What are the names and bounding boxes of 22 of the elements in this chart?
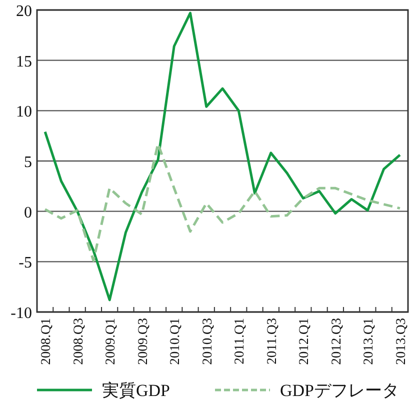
x-tick-label: 2011.Q1 <box>232 318 247 364</box>
y-tick-label: 15 <box>16 53 32 70</box>
y-tick-label: -10 <box>10 305 32 322</box>
legend-label: GDPデフレータ <box>280 381 400 400</box>
x-tick-label: 2013.Q1 <box>360 318 376 365</box>
y-tick-label: 5 <box>24 154 32 171</box>
y-tick-label: 20 <box>16 3 32 20</box>
x-tick-label: 2012.Q1 <box>296 318 312 365</box>
y-tick-label: 0 <box>24 204 32 222</box>
x-tick-label: 2013.Q3 <box>392 318 408 365</box>
x-tick-label: 2008.Q1 <box>38 318 54 365</box>
x-tick-label: 2011.Q3 <box>264 318 279 364</box>
x-tick-label: 2012.Q3 <box>328 318 344 365</box>
x-tick-label: 2009.Q3 <box>134 318 150 365</box>
y-tick-label: -5 <box>18 254 32 272</box>
y-tick-label: 10 <box>16 104 32 121</box>
x-tick-label: 2008.Q3 <box>70 318 86 365</box>
x-tick-label: 2010.Q1 <box>167 318 182 365</box>
x-tick-label: 2010.Q3 <box>199 318 214 365</box>
x-tick-label: 2009.Q1 <box>102 318 118 365</box>
legend-label: 実質GDP <box>102 381 170 400</box>
line-series <box>44 12 402 302</box>
